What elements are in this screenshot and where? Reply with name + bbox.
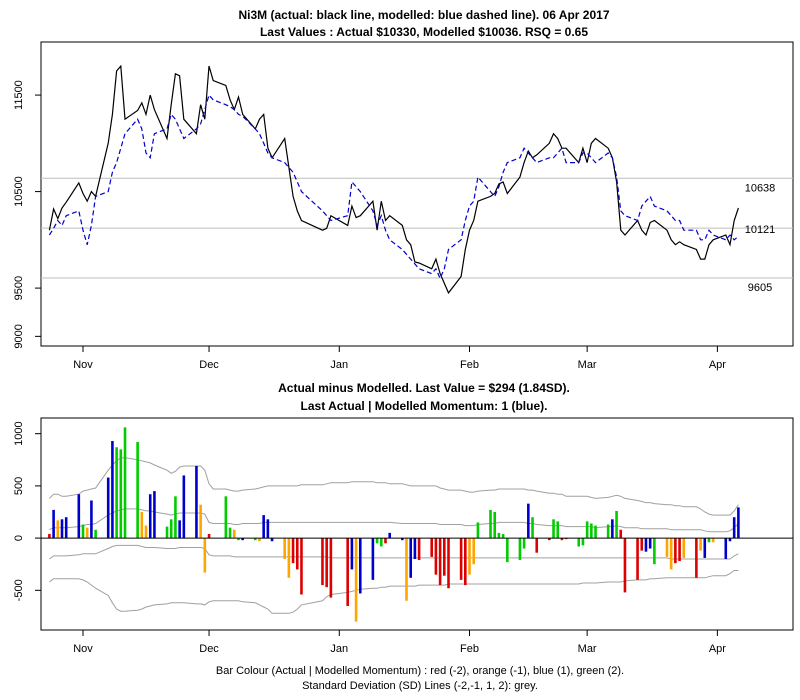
reference-label-9605: 9605 <box>748 282 772 294</box>
bottom-y-tick-label: 0 <box>13 535 25 541</box>
top-x-tick-label: Mar <box>578 359 597 371</box>
top-x-tick-label: Jan <box>330 359 348 371</box>
actual-price-line <box>48 64 739 295</box>
top-plot-frame <box>40 41 794 347</box>
modelled-price-line <box>48 93 739 280</box>
bottom-x-tick-label: Nov <box>73 643 93 655</box>
bottom-x-tick-label: Jan <box>330 643 348 655</box>
top-x-tick-label: Nov <box>73 359 93 371</box>
bottom-y-tick-label: -500 <box>13 579 25 601</box>
footer-legend-sd-lines: Standard Deviation (SD) Lines (-2,-1, 1,… <box>302 680 538 692</box>
top-x-tick-label: Feb <box>460 359 479 371</box>
top-x-tick-label: Apr <box>709 359 726 371</box>
bottom-chart-title: Actual minus Modelled. Last Value = $294… <box>278 381 570 395</box>
top-y-tick-label: 11500 <box>13 80 25 110</box>
top-chart-title: Ni3M (actual: black line, modelled: blue… <box>239 8 610 22</box>
top-chart-subtitle: Last Values : Actual $10330, Modelled $1… <box>260 25 588 39</box>
top-y-tick-label: 9000 <box>13 324 25 348</box>
sd-line-2 <box>49 457 739 516</box>
bottom-x-tick-label: Mar <box>578 643 597 655</box>
bottom-x-tick-label: Feb <box>460 643 479 655</box>
bottom-x-tick-label: Apr <box>709 643 726 655</box>
top-x-tick-label: Dec <box>199 359 219 371</box>
sd-line-1 <box>49 508 739 533</box>
reference-label-10121: 10121 <box>745 224 776 236</box>
top-plot-area: 10638 10121 9605 Nov Dec Jan Feb Mar Apr 9000 9500… <box>13 64 793 371</box>
top-y-tick-label: 9500 <box>13 276 25 300</box>
footer-legend-bar-colour: Bar Colour (Actual | Modelled Momentum) … <box>216 665 624 677</box>
bottom-chart-subtitle: Last Actual | Modelled Momentum: 1 (blue… <box>301 399 548 413</box>
bottom-y-tick-label: 1000 <box>13 421 25 445</box>
bottom-x-tick-label: Dec <box>199 643 219 655</box>
sd-line--1 <box>49 544 739 560</box>
top-y-tick-label: 10500 <box>13 176 25 207</box>
sd-line--2 <box>49 570 739 614</box>
bottom-plot-area: Nov Dec Jan Feb Mar Apr -500 0 500 1000 <box>13 421 793 655</box>
bottom-plot-frame <box>40 417 794 631</box>
bottom-y-tick-label: 500 <box>13 477 25 495</box>
reference-label-10638: 10638 <box>745 182 776 194</box>
